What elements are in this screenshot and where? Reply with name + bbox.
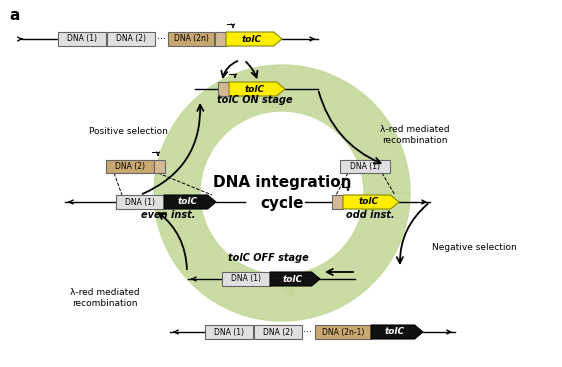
Bar (154, 160, 165, 173)
Text: tolC: tolC (242, 34, 262, 44)
Text: DNA (1): DNA (1) (125, 197, 155, 207)
Polygon shape (226, 32, 282, 46)
Text: DNA (2): DNA (2) (263, 327, 293, 337)
Polygon shape (154, 65, 410, 321)
Text: DNA (1): DNA (1) (350, 162, 380, 171)
Bar (254, 325, 302, 339)
Text: DNA (1): DNA (1) (67, 34, 97, 44)
Polygon shape (371, 325, 423, 339)
Text: ···: ··· (156, 34, 165, 44)
Polygon shape (264, 88, 288, 109)
Text: λ-red mediated
recombination: λ-red mediated recombination (70, 288, 140, 308)
Polygon shape (270, 272, 320, 286)
Bar (107, 32, 155, 46)
Text: tolC ON stage: tolC ON stage (217, 95, 293, 105)
Text: Positive selection: Positive selection (89, 127, 167, 137)
Polygon shape (276, 277, 300, 298)
Bar (222, 272, 270, 286)
Bar (168, 32, 214, 46)
Bar (215, 32, 226, 46)
Bar (315, 325, 371, 339)
Text: DNA (2n): DNA (2n) (174, 34, 209, 44)
Bar (58, 32, 106, 46)
Bar (106, 160, 154, 173)
Text: DNA (1): DNA (1) (231, 275, 261, 283)
Polygon shape (229, 82, 285, 96)
Text: odd inst.: odd inst. (346, 210, 395, 220)
Text: DNA integration
cycle: DNA integration cycle (213, 175, 351, 211)
Text: Negative selection: Negative selection (432, 243, 516, 252)
Text: tolC OFF stage: tolC OFF stage (228, 253, 309, 263)
Text: DNA (1): DNA (1) (214, 327, 244, 337)
Bar (332, 195, 343, 209)
Text: DNA (2n-1): DNA (2n-1) (322, 327, 364, 337)
Text: tolC: tolC (283, 275, 303, 283)
Text: tolC: tolC (178, 197, 198, 207)
Polygon shape (343, 195, 399, 209)
Text: a: a (10, 7, 20, 22)
Text: DNA (2): DNA (2) (115, 162, 145, 171)
Bar (218, 82, 229, 96)
Polygon shape (164, 195, 216, 209)
Text: tolC: tolC (359, 197, 379, 207)
Text: DNA (2): DNA (2) (116, 34, 146, 44)
Bar (340, 160, 390, 173)
Text: tolC: tolC (385, 327, 405, 337)
Text: tolC: tolC (245, 84, 265, 94)
Text: ···: ··· (303, 327, 312, 337)
Text: λ-red mediated
recombination: λ-red mediated recombination (380, 125, 450, 145)
Text: even inst.: even inst. (140, 210, 195, 220)
Bar (116, 195, 164, 209)
Bar (205, 325, 253, 339)
